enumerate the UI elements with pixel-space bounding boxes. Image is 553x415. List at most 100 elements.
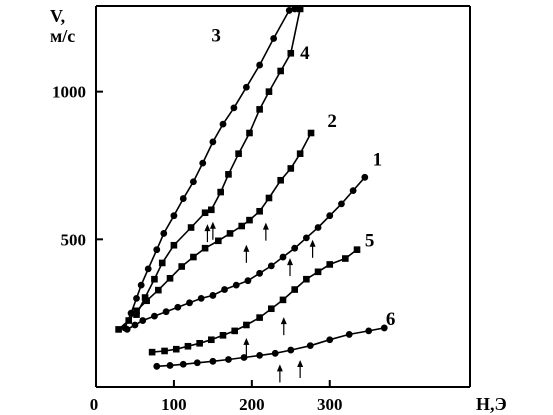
data-point-square — [125, 317, 133, 324]
data-point-circle — [225, 356, 232, 363]
data-point-square — [268, 305, 275, 313]
data-point-square — [296, 150, 304, 157]
arrow-head — [262, 222, 269, 230]
data-point-square — [314, 268, 322, 276]
data-point-square — [143, 297, 150, 305]
data-point-square — [172, 345, 180, 353]
data-point-square — [201, 244, 209, 252]
arrow-head — [309, 239, 316, 247]
data-point-circle — [189, 178, 197, 186]
series-line — [135, 8, 301, 315]
data-point-circle — [349, 187, 357, 194]
data-point-circle — [209, 138, 217, 146]
data-point-circle — [380, 324, 388, 332]
series-5: 5 — [148, 231, 374, 356]
data-point-circle — [219, 120, 227, 128]
arrow-head — [243, 244, 250, 252]
arrow-marker — [276, 364, 283, 383]
data-point-square — [215, 237, 222, 245]
arrow-head — [287, 258, 294, 266]
data-point-circle — [279, 253, 287, 261]
series-line — [126, 176, 366, 331]
data-point-circle — [287, 346, 295, 354]
data-point-circle — [326, 336, 334, 344]
data-point-circle — [166, 362, 174, 369]
data-point-square — [148, 348, 156, 356]
data-point-circle — [186, 299, 193, 307]
data-point-square — [291, 286, 298, 293]
data-point-circle — [232, 281, 240, 289]
data-point-square — [246, 129, 253, 137]
data-point-square — [243, 321, 250, 329]
series-3: 3 — [121, 5, 299, 332]
data-point-circle — [131, 321, 139, 329]
data-point-circle — [153, 246, 161, 254]
data-point-square — [287, 49, 295, 57]
data-point-circle — [199, 159, 207, 167]
data-point-circle — [162, 308, 170, 316]
y-axis-title: V, — [50, 6, 65, 26]
arrow-head — [209, 221, 216, 229]
data-point-circle — [270, 35, 278, 42]
series-line — [124, 8, 295, 329]
data-point-square — [303, 275, 310, 283]
arrow-marker — [243, 337, 250, 356]
data-point-square — [187, 224, 195, 231]
data-point-square — [217, 188, 224, 196]
series-label: 3 — [211, 25, 221, 46]
series-label: 4 — [300, 43, 310, 64]
data-point-square — [151, 275, 158, 283]
series-label: 2 — [327, 111, 337, 132]
arrow-head — [280, 317, 287, 325]
data-point-square — [256, 106, 263, 113]
data-point-square — [201, 209, 209, 217]
data-point-square — [277, 176, 284, 184]
data-point-square — [279, 296, 287, 304]
data-point-circle — [256, 61, 264, 69]
data-point-square — [225, 171, 232, 178]
data-point-circle — [267, 262, 275, 270]
y-tick-label: 500 — [61, 230, 87, 249]
data-point-circle — [240, 354, 248, 361]
arrow-marker — [209, 221, 216, 240]
data-point-circle — [326, 212, 334, 220]
arrow-head — [297, 359, 304, 367]
data-point-circle — [230, 104, 238, 112]
data-point-circle — [365, 327, 373, 335]
data-point-square — [208, 336, 215, 344]
arrow-marker — [243, 244, 250, 263]
series-label: 6 — [386, 309, 396, 330]
x-axis-title: H,Э — [476, 394, 507, 414]
series-2: 2 — [115, 111, 337, 333]
data-point-square — [353, 246, 361, 253]
data-point-square — [219, 332, 227, 339]
data-point-circle — [144, 265, 152, 273]
data-point-square — [115, 326, 122, 333]
data-point-circle — [133, 294, 140, 302]
data-point-square — [133, 311, 140, 318]
arrow-head — [243, 337, 250, 345]
arrow-marker — [297, 359, 304, 378]
data-point-circle — [193, 359, 201, 367]
series-4: 4 — [133, 5, 310, 318]
data-point-circle — [338, 200, 345, 208]
data-point-square — [184, 342, 192, 350]
data-point-circle — [244, 277, 252, 285]
data-point-square — [161, 347, 168, 355]
data-point-square — [133, 307, 140, 315]
plot-area: 3 4 2 1 5 6 — [115, 5, 395, 383]
data-point-circle — [179, 195, 187, 202]
arrow-head — [204, 224, 211, 232]
y-tick-label: 1000 — [52, 83, 86, 102]
data-point-square — [155, 286, 162, 294]
data-point-square — [246, 216, 253, 224]
series-label: 1 — [373, 149, 383, 170]
arrow-marker — [262, 222, 269, 241]
data-point-circle — [361, 173, 369, 181]
series-6: 6 — [153, 309, 395, 370]
arrow-head — [276, 364, 283, 372]
data-point-circle — [306, 342, 314, 350]
x-tick-label: 300 — [317, 395, 343, 414]
arrow-marker — [309, 239, 316, 258]
